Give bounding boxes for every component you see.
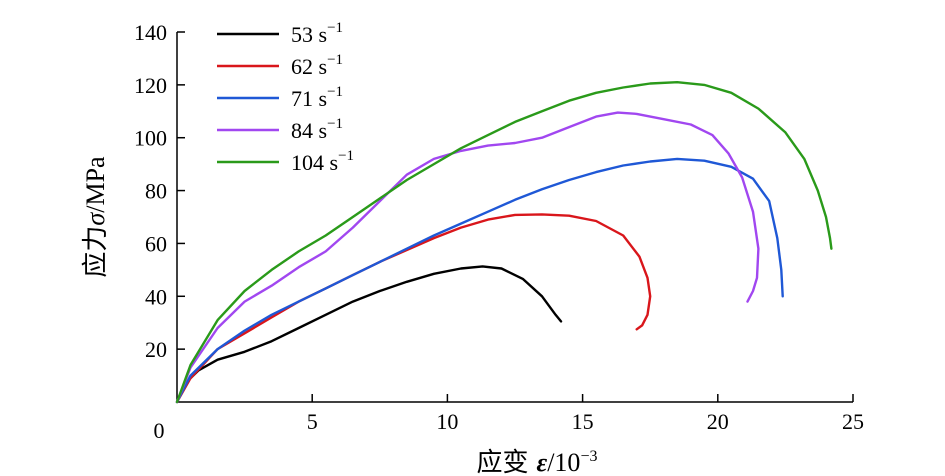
series-line-1 [175, 265, 563, 404]
x-tick-label: 10 [436, 409, 458, 434]
series-line-2 [175, 213, 652, 404]
x-tick-label: 20 [707, 409, 729, 434]
x-axis-label-exponent: −3 [580, 448, 597, 465]
y-tick-label: 100 [134, 126, 167, 151]
x-axis-label-cjk: 应变 [477, 448, 529, 476]
y-tick-label: 40 [145, 284, 167, 309]
legend-label-exponent: −1 [338, 148, 354, 164]
legend-label-exponent: −1 [327, 20, 343, 36]
legend-label: 53 s−1 [291, 20, 343, 47]
legend-label-text: 84 s [291, 118, 327, 143]
x-tick-label: 5 [307, 409, 318, 434]
y-tick-label: 80 [145, 179, 167, 204]
y-axis-label: 应力σ/MPa [81, 156, 110, 278]
x-tick-label: 25 [842, 409, 864, 434]
legend-entry: 104 s−1 [217, 148, 354, 175]
y-tick-label: 20 [145, 337, 167, 362]
legend-label-text: 104 s [291, 150, 338, 175]
series-lines [175, 80, 833, 404]
legend-entry: 84 s−1 [217, 116, 343, 143]
legend-label-exponent: −1 [327, 116, 343, 132]
legend-label-text: 71 s [291, 86, 327, 111]
series-line-3 [175, 157, 784, 404]
series-line-5 [175, 80, 833, 404]
x-ticks: 5 10 15 20 25 [307, 394, 864, 434]
origin-tick-label: 0 [154, 418, 165, 443]
legend-label-exponent: −1 [327, 84, 343, 100]
legend-entry: 53 s−1 [217, 20, 343, 47]
legend-label: 84 s−1 [291, 116, 343, 143]
series-line-4 [175, 111, 760, 404]
legend-entry: 71 s−1 [217, 84, 343, 111]
legend-label: 71 s−1 [291, 84, 343, 111]
x-tick-label: 15 [572, 409, 594, 434]
x-axis-label-symbol: ε [537, 448, 548, 476]
legend-entry: 62 s−1 [217, 52, 343, 79]
legend-label: 62 s−1 [291, 52, 343, 79]
x-axis-label-unit: /10 [547, 448, 580, 476]
legend-label-text: 53 s [291, 22, 327, 47]
y-axis-label-cjk: 应力 [81, 226, 110, 278]
y-ticks: 20 40 60 80 100 120 140 [134, 20, 185, 362]
y-tick-label: 120 [134, 73, 167, 98]
legend-label-text: 62 s [291, 54, 327, 79]
y-tick-label: 140 [134, 20, 167, 45]
y-axis-label-unit: /MPa [81, 156, 110, 213]
x-axis-label: 应变 ε/10−3 [477, 448, 598, 476]
y-tick-label: 60 [145, 231, 167, 256]
legend-label-exponent: −1 [327, 52, 343, 68]
y-axis-label-symbol: σ [81, 212, 110, 226]
legend-label: 104 s−1 [291, 148, 354, 175]
axes [176, 32, 853, 403]
